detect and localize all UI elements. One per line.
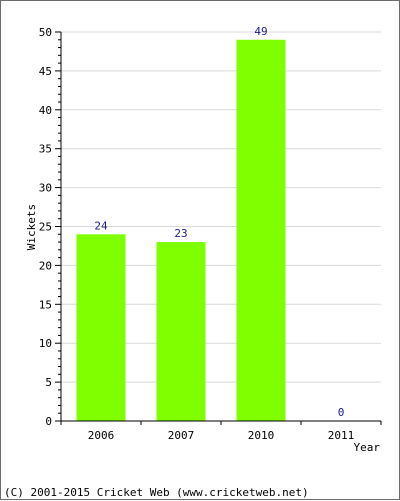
x-tick-label-2007: 2007 xyxy=(168,429,195,442)
data-label-2010: 49 xyxy=(254,25,267,38)
bar-2006 xyxy=(76,234,126,421)
y-tick-label: 35 xyxy=(39,143,52,156)
y-tick-label: 20 xyxy=(39,259,52,272)
bar-2007 xyxy=(156,242,206,421)
data-label-2007: 23 xyxy=(174,227,187,240)
x-axis-title: Year xyxy=(354,441,381,454)
x-tick-label-2011: 2011 xyxy=(328,429,355,442)
y-tick-label: 10 xyxy=(39,337,52,350)
y-tick-label: 15 xyxy=(39,298,52,311)
x-tick-label-2006: 2006 xyxy=(88,429,115,442)
y-axis-title: Wickets xyxy=(25,204,38,250)
data-label-2006: 24 xyxy=(94,219,108,232)
y-tick-label: 25 xyxy=(39,221,52,234)
y-tick-label: 40 xyxy=(39,104,52,117)
y-tick-label: 50 xyxy=(39,26,52,39)
x-tick-label-2010: 2010 xyxy=(248,429,275,442)
data-label-2011: 0 xyxy=(338,406,345,419)
copyright-footer: (C) 2001-2015 Cricket Web (www.cricketwe… xyxy=(4,486,309,499)
y-tick-label: 5 xyxy=(45,376,52,389)
bar-2010 xyxy=(236,39,286,421)
y-tick-label: 0 xyxy=(45,415,52,428)
y-tick-label: 30 xyxy=(39,182,52,195)
y-tick-label: 45 xyxy=(39,65,52,78)
